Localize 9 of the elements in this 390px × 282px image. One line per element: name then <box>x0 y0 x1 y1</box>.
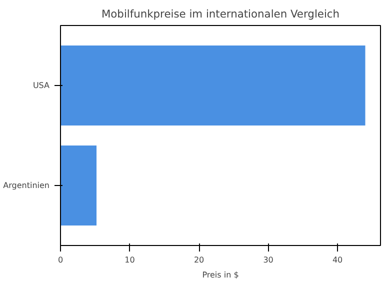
x-tick-label: 20 <box>194 256 204 264</box>
y-tick-label: Argentinien <box>3 181 50 190</box>
x-tick-label: 0 <box>58 256 64 264</box>
x-tick-label: 40 <box>332 256 343 264</box>
y-tick-label: USA <box>32 81 50 90</box>
chart-title: Mobilfunkpreise im internationalen Vergleich <box>101 8 340 20</box>
x-tick-label: 30 <box>263 256 274 264</box>
x-tick-label: 10 <box>124 256 135 264</box>
x-axis-title: Preis in $ <box>202 270 239 280</box>
